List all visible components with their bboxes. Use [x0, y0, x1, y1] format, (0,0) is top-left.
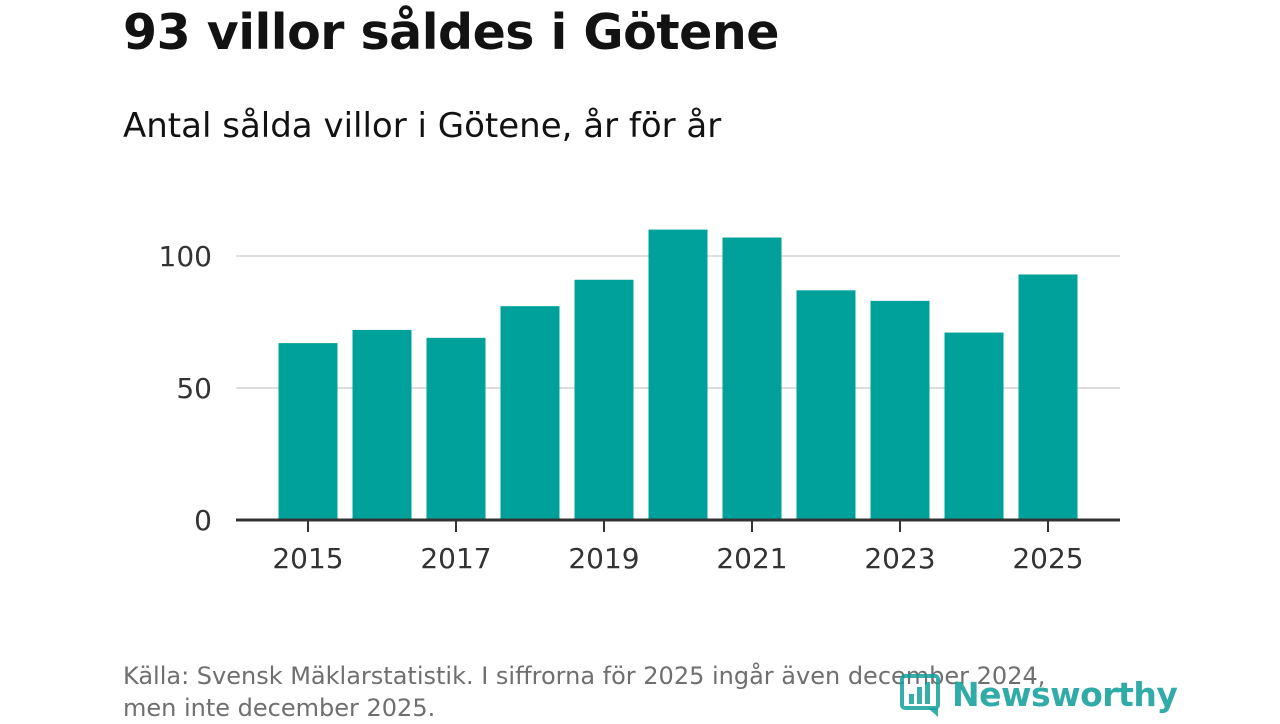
- x-tick-label: 2015: [272, 542, 343, 575]
- chart-title: 93 villor såldes i Götene: [123, 4, 780, 61]
- newsworthy-logo[interactable]: Newsworthy: [900, 668, 1178, 720]
- x-tick-label: 2021: [716, 542, 787, 575]
- bar-2016: [352, 329, 412, 520]
- source-line-2: men inte december 2025.: [123, 694, 436, 722]
- bar-chart: 0 50 100 2015 2017 2019 2021 2023 2025: [159, 229, 1120, 575]
- source-line-1: Källa: Svensk Mäklarstatistik. I siffror…: [123, 662, 1046, 690]
- y-tick-label: 50: [176, 372, 212, 405]
- y-tick-label: 0: [194, 504, 212, 537]
- bar-2015: [278, 343, 338, 520]
- bar-2025: [1018, 274, 1078, 520]
- brand-name: Newsworthy: [952, 674, 1178, 714]
- x-tick-label: 2025: [1012, 542, 1083, 575]
- axes: 0 50 100 2015 2017 2019 2021 2023 2025: [159, 240, 1120, 575]
- bar-2018: [500, 306, 560, 520]
- bar-2021: [722, 237, 782, 520]
- x-tick-label: 2017: [420, 542, 491, 575]
- chart-subtitle: Antal sålda villor i Götene, år för år: [123, 106, 722, 146]
- source-note: Källa: Svensk Mäklarstatistik. I siffror…: [123, 660, 1123, 724]
- bars: [278, 229, 1078, 520]
- x-tick-label: 2023: [864, 542, 935, 575]
- bar-2020: [648, 229, 708, 520]
- bar-2019: [574, 279, 634, 520]
- bar-2017: [426, 337, 486, 520]
- bar-chart-logo-icon: [900, 674, 940, 717]
- bar-2024: [944, 332, 1004, 520]
- bar-2023: [870, 300, 930, 520]
- x-tick-label: 2019: [568, 542, 639, 575]
- bar-2022: [796, 290, 856, 520]
- y-tick-label: 100: [159, 240, 212, 273]
